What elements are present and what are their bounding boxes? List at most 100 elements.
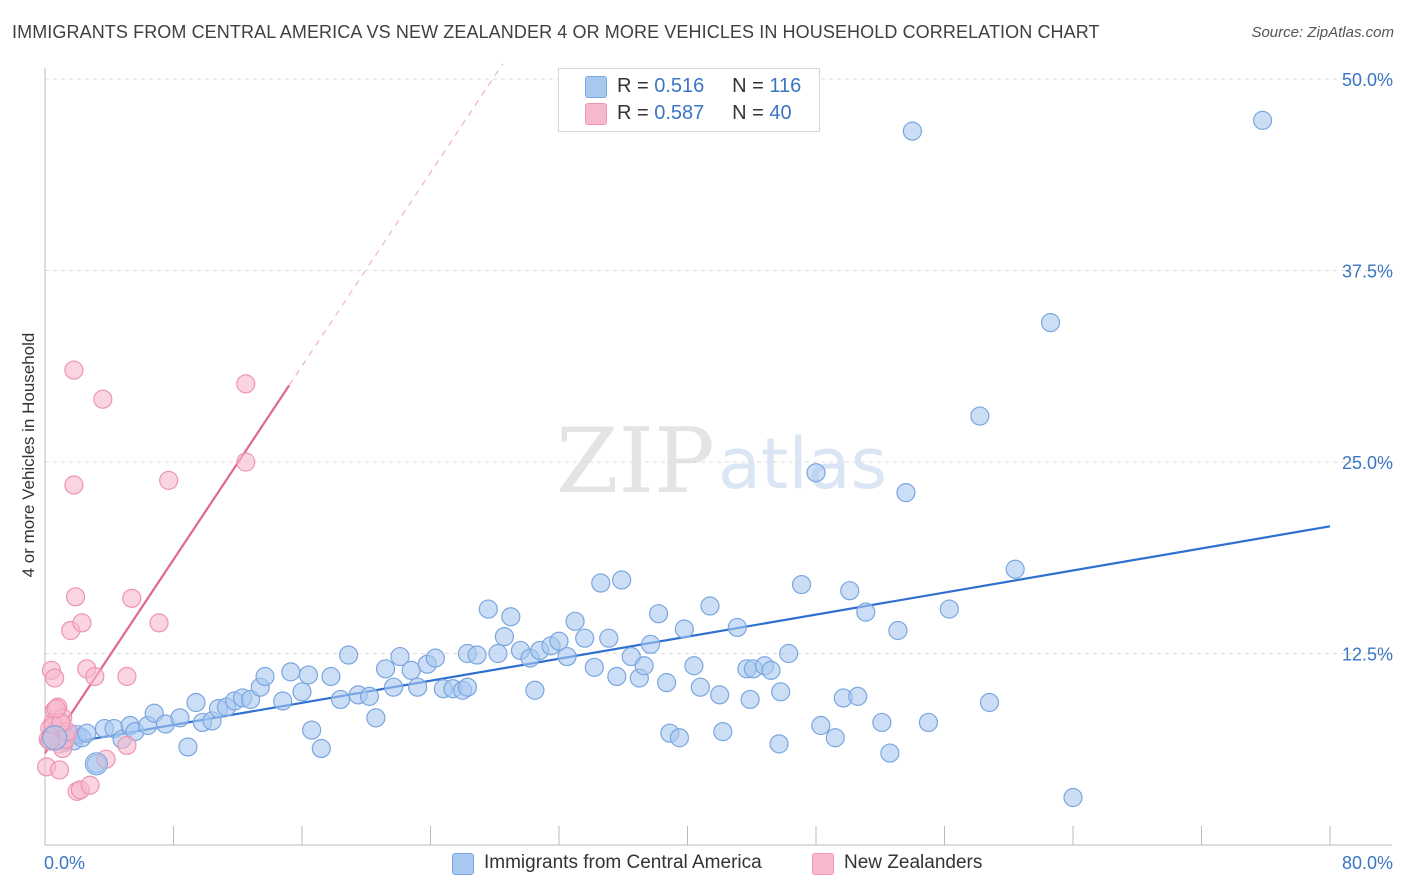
point-central-america	[186, 692, 206, 713]
point-central-america	[302, 720, 322, 740]
legend-n-label: N =	[732, 102, 764, 124]
bottom-legend-swatch-pink	[812, 853, 834, 875]
point-central-america	[607, 666, 627, 687]
point-central-america	[478, 599, 498, 619]
point-central-america	[375, 659, 396, 679]
point-central-america	[825, 728, 845, 748]
point-new-zealander	[65, 587, 86, 607]
point-central-america	[281, 662, 301, 682]
point-central-america	[338, 645, 359, 665]
y-tick-label: 12.5%	[1342, 645, 1393, 665]
point-central-america	[700, 596, 720, 616]
point-new-zealander	[236, 452, 256, 472]
point-central-america	[779, 643, 799, 664]
point-central-america	[359, 686, 380, 706]
point-central-america	[457, 677, 478, 697]
legend-r-value: 0.587	[654, 102, 705, 124]
point-central-america	[77, 723, 97, 743]
point-central-america	[311, 738, 331, 759]
bottom-legend-label: Immigrants from Central America	[484, 852, 762, 873]
point-central-america	[902, 121, 922, 141]
point-central-america	[42, 725, 68, 751]
y-axis-label: 4 or more Vehicles in Household	[19, 332, 38, 578]
x-tick-labels: 0.0% 80.0%	[44, 853, 1393, 873]
point-new-zealander	[64, 475, 84, 495]
point-central-america	[612, 570, 632, 590]
legend-r-label: R =	[617, 75, 649, 97]
point-new-zealander	[49, 760, 70, 780]
point-new-zealander	[117, 735, 137, 756]
trend-line-new-zealanders	[44, 384, 291, 754]
point-central-america	[425, 648, 445, 668]
point-new-zealander	[236, 374, 256, 394]
point-central-america	[494, 627, 514, 647]
watermark-zip: ZIP	[556, 409, 715, 514]
point-new-zealander	[93, 389, 113, 409]
data-points	[37, 110, 1273, 808]
point-central-america	[690, 677, 710, 697]
point-central-america	[1040, 312, 1061, 333]
y-tick-labels: 12.5% 25.0% 37.5% 50.0%	[1342, 70, 1393, 665]
trend-line-new-zealanders-extension	[288, 63, 504, 386]
point-central-america	[896, 483, 916, 503]
point-new-zealander	[149, 613, 169, 633]
point-central-america	[880, 743, 900, 763]
point-central-america	[178, 737, 198, 757]
point-central-america	[366, 708, 386, 728]
point-central-america	[657, 673, 677, 693]
point-central-america	[273, 691, 293, 711]
bottom-legend-label: New Zealanders	[844, 852, 983, 873]
point-central-america	[599, 628, 619, 648]
point-central-america	[501, 607, 521, 627]
point-central-america	[170, 708, 190, 728]
point-central-america	[640, 634, 661, 654]
legend-n-value: 40	[769, 102, 792, 124]
legend-r-label: R =	[617, 102, 649, 124]
point-central-america	[761, 660, 781, 680]
point-central-america	[591, 573, 611, 593]
point-central-america	[330, 689, 351, 710]
legend-r-value: 0.516	[654, 75, 705, 97]
y-tick-label: 50.0%	[1342, 70, 1393, 90]
point-central-america	[791, 574, 812, 595]
point-central-america	[979, 692, 1000, 713]
point-central-america	[918, 712, 939, 733]
point-central-america	[1063, 787, 1083, 808]
watermark-atlas: atlas	[718, 423, 887, 505]
point-central-america	[321, 666, 341, 687]
point-new-zealander	[117, 666, 137, 687]
point-central-america	[970, 406, 990, 426]
chart-title: IMMIGRANTS FROM CENTRAL AMERICA VS NEW Z…	[12, 22, 1100, 42]
point-central-america	[255, 666, 275, 687]
point-new-zealander	[159, 470, 179, 490]
x-tick-label: 0.0%	[44, 853, 85, 873]
point-central-america	[727, 617, 747, 638]
point-central-america	[565, 611, 585, 631]
legend-swatch-blue	[585, 76, 607, 98]
point-new-zealander	[64, 360, 84, 380]
point-central-america	[769, 734, 789, 754]
point-new-zealander	[122, 588, 142, 608]
point-new-zealander	[46, 699, 66, 719]
point-central-america	[292, 682, 312, 702]
point-central-america	[557, 646, 577, 667]
point-central-america	[488, 643, 508, 664]
point-central-america	[713, 722, 733, 742]
point-new-zealander	[45, 668, 65, 688]
correlation-legend: R = 0.516 N = 116 R = 0.587 N = 40	[558, 68, 820, 132]
point-central-america	[390, 646, 410, 667]
point-central-america	[1005, 559, 1025, 579]
point-central-america	[806, 463, 826, 483]
legend-swatch-pink	[585, 103, 607, 125]
point-central-america	[939, 599, 959, 619]
point-central-america	[669, 728, 690, 748]
point-central-america	[408, 677, 428, 697]
point-central-america	[856, 602, 876, 622]
point-central-america	[840, 581, 860, 601]
point-central-america	[674, 619, 694, 639]
point-central-america	[634, 656, 654, 676]
legend-n-value: 116	[769, 75, 802, 97]
point-new-zealander	[80, 775, 100, 795]
point-central-america	[1252, 110, 1273, 130]
point-central-america	[298, 665, 319, 685]
